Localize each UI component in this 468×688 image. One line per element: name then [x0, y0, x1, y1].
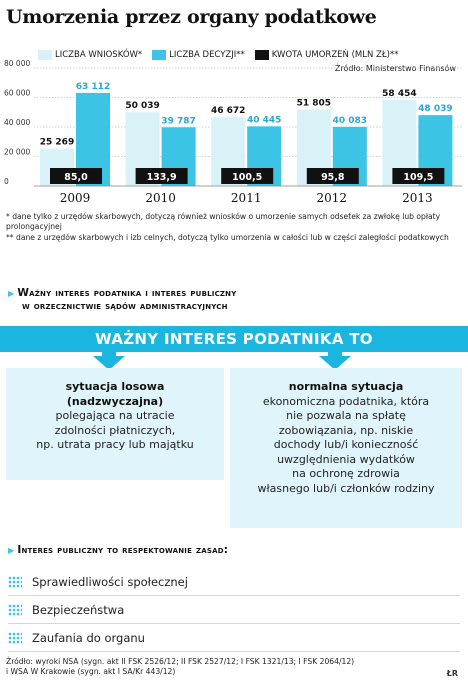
data-label-kwota: 95,8 — [321, 172, 345, 183]
box-sytuacja-losowa: sytuacja losowa (nadzwyczajna) polegając… — [6, 368, 224, 480]
legend-item-decyzje: LICZBA DECYZJI** — [152, 50, 245, 60]
list-item: Zaufania do organu — [8, 624, 460, 652]
box-left-heading-2: (nadzwyczajna) — [66, 394, 164, 408]
y-tick-label: 0 — [4, 177, 9, 186]
page-title: Umorzenia przez organy podatkowe — [6, 6, 377, 28]
box-normalna-sytuacja: normalna sytuacja ekonomiczna podatnika,… — [230, 368, 462, 528]
zasady-list: Sprawiedliwości społecznej Bezpieczeństw… — [8, 568, 460, 652]
data-label-kwota: 85,0 — [64, 172, 88, 183]
data-label-wnioski: 25 269 — [40, 138, 74, 148]
footnotes: * dane tylko z urzędów skarbowych, dotyc… — [6, 212, 456, 243]
box-right-line: uwzględnienia wydatków — [277, 452, 415, 466]
bar-kwota — [135, 168, 188, 184]
dots-bullet-icon — [8, 603, 22, 616]
data-label-decyzje: 48 039 — [418, 104, 452, 114]
bar-kwota — [306, 168, 359, 184]
footnote-2: ** dane z urzędów skarbowych i izb celny… — [6, 232, 449, 242]
chart-legend: LICZBA WNIOSKÓW* LICZBA DECYZJI** KWOTA … — [38, 50, 398, 60]
box-right-line: dochody lub/i konieczność — [273, 438, 419, 452]
x-tick-label: 2010 — [145, 191, 176, 205]
section-heading-text: Interes publiczny to respektowanie zasad… — [17, 544, 229, 556]
list-item: Sprawiedliwości społecznej — [8, 568, 460, 596]
source-line-2: i WSA W Krakowie (sygn. akt I SA/Kr 443/… — [6, 667, 176, 677]
arrow-down-icon — [319, 356, 351, 370]
arrow-stem-right — [328, 352, 342, 358]
box-right-line: własnego lub/i członków rodziny — [257, 481, 435, 495]
data-label-wnioski: 58 454 — [382, 89, 416, 99]
data-label-kwota: 133,9 — [147, 172, 177, 183]
x-tick-label: 2013 — [402, 191, 433, 205]
data-label-wnioski: 51 805 — [297, 99, 331, 109]
dots-bullet-icon — [8, 575, 22, 588]
author-signature: ŁR — [446, 669, 458, 678]
data-label-wnioski: 50 039 — [125, 101, 159, 111]
section-heading-line2: w orzecznictwie sądów administracyjnych — [22, 300, 228, 313]
legend-label-decyzje: LICZBA DECYZJI** — [169, 50, 245, 60]
box-left-line: zdolności płatniczych, — [54, 423, 176, 437]
data-label-kwota: 109,5 — [403, 172, 433, 183]
legend-label-wnioski: LICZBA WNIOSKÓW* — [55, 50, 143, 60]
legend-item-kwota: KWOTA UMORZEŃ (MLN ZŁ)** — [254, 50, 399, 60]
legend-label-kwota: KWOTA UMORZEŃ (MLN ZŁ)** — [271, 50, 399, 60]
bar-kwota — [392, 168, 445, 184]
footnote-1: * dane tylko z urzędów skarbowych, dotyc… — [6, 212, 441, 232]
box-left-heading-1: sytuacja losowa — [65, 380, 165, 393]
y-tick-label: 60 000 — [4, 89, 30, 98]
legend-swatch-decyzje — [152, 50, 167, 60]
y-tick-label: 80 000 — [4, 59, 30, 68]
x-tick-label: 2011 — [231, 191, 262, 205]
data-label-wnioski: 46 672 — [211, 106, 245, 116]
data-label-kwota: 100,5 — [232, 172, 262, 183]
list-item-label: Bezpieczeństwa — [32, 602, 125, 617]
bar-chart: 80 000 60 000 40 000 20 000 0 25 269 63 112 85,… — [4, 59, 462, 205]
data-label-decyzje: 40 445 — [247, 115, 281, 125]
section-heading-interes: ▶ Ważny interes podatnika i interes publi… — [8, 287, 237, 313]
data-label-decyzje: 40 083 — [333, 116, 367, 126]
section-heading-line1: Ważny interes podatnika i interes public… — [17, 287, 237, 299]
x-tick-label: 2009 — [60, 191, 91, 205]
section-heading-zasady: ▶ Interes publiczny to respektowanie zasa… — [8, 544, 228, 557]
section-marker-icon: ▶ — [8, 546, 15, 555]
bar-kwota — [50, 168, 102, 184]
source-line-1: Źródło: wyroki NSA (sygn. akt II FSK 252… — [6, 657, 355, 666]
box-left-line: polegająca na utracie — [55, 409, 175, 423]
section-marker-icon: ▶ — [8, 289, 15, 298]
box-right-line: na ochronę zdrowia — [292, 467, 400, 481]
dots-bullet-icon — [8, 631, 22, 644]
data-label-decyzje: 63 112 — [76, 82, 110, 92]
banner-waznyinteres: WAŻNY INTERES PODATNIKA TO — [0, 326, 468, 352]
chart-source: Źródło: Ministerstwo Finansów — [334, 64, 456, 73]
y-tick-label: 20 000 — [4, 148, 30, 157]
list-item-label: Zaufania do organu — [32, 630, 145, 645]
x-tick-label: 2012 — [317, 191, 348, 205]
list-item-label: Sprawiedliwości społecznej — [32, 574, 188, 589]
box-right-heading: normalna sytuacja — [288, 380, 404, 393]
arrow-stem-left — [102, 352, 116, 358]
arrow-down-icon — [93, 356, 125, 370]
legend-swatch-kwota — [254, 50, 269, 60]
legend-item-wnioski: LICZBA WNIOSKÓW* — [38, 50, 142, 60]
y-tick-label: 40 000 — [4, 118, 30, 127]
box-right-line: zobowiązania, np. niskie — [278, 423, 414, 437]
list-item: Bezpieczeństwa — [8, 596, 460, 624]
legend-swatch-wnioski — [38, 50, 52, 60]
box-right-line: ekonomiczna podatnika, która — [262, 394, 430, 408]
source-note: Źródło: wyroki NSA (sygn. akt II FSK 252… — [6, 657, 436, 678]
bar-kwota — [221, 168, 274, 184]
box-left-line: np. utrata pracy lub majątku — [36, 438, 194, 452]
data-label-decyzje: 39 787 — [161, 116, 195, 126]
box-right-line: nie pozwala na spłatę — [286, 409, 406, 423]
